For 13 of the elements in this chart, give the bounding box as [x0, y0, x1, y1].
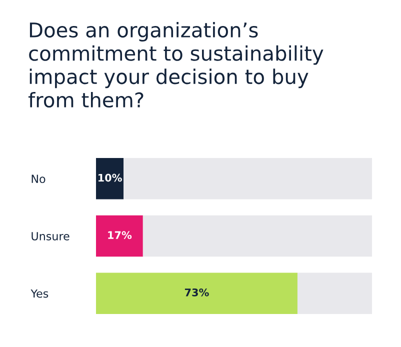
data-label: 10%: [98, 174, 122, 182]
bar: [124, 158, 372, 200]
y-tick-label: Unsure: [32, 232, 70, 240]
bar: [96, 272, 298, 314]
bar: [96, 215, 143, 257]
y-tick-label: No: [32, 174, 46, 184]
bar: [96, 158, 124, 200]
data-label: 17%: [108, 231, 132, 240]
chart-title: Does an organization’s commitment to sustainability impact your decision to buy from them?: [28, 22, 324, 108]
bar: [297, 272, 372, 314]
y-tick-label: Yes: [30, 289, 48, 298]
bar: [142, 215, 372, 257]
data-label: 73%: [184, 288, 209, 296]
